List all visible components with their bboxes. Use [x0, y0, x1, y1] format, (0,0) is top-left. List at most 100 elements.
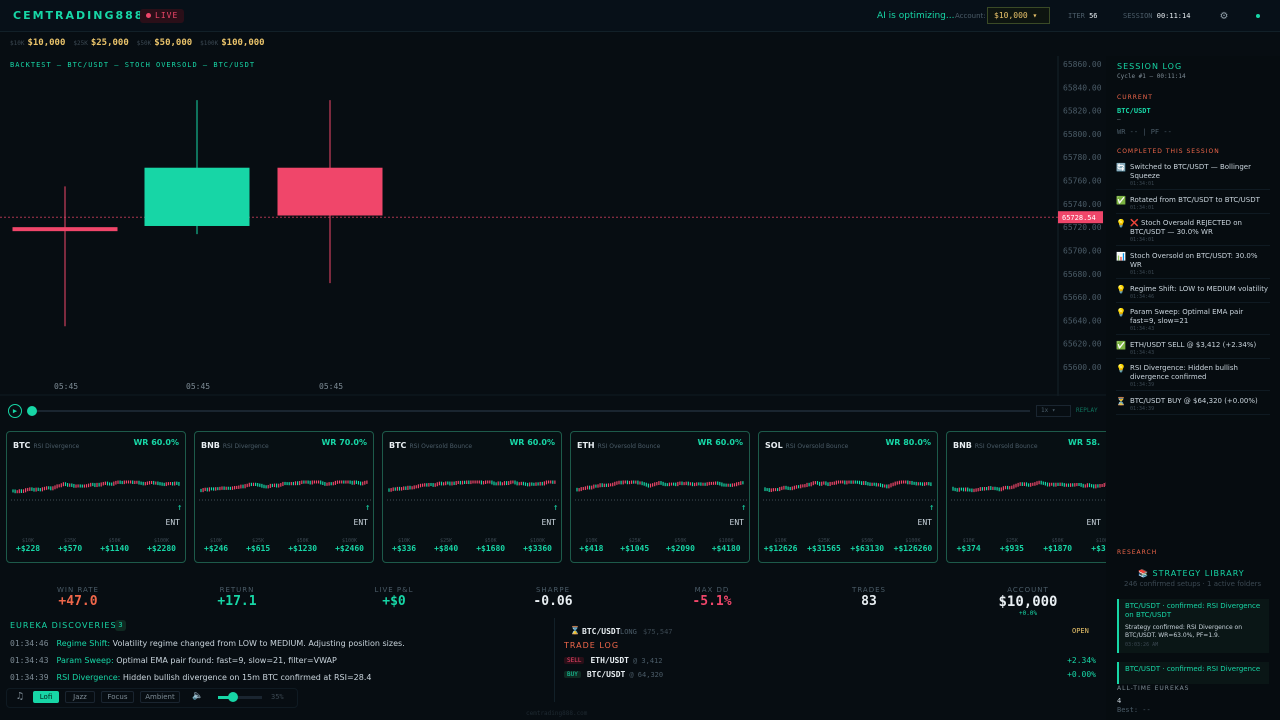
x-tick-label: 05:45	[186, 382, 210, 391]
card-return: $25K +$570	[58, 538, 82, 554]
candle-body[interactable]	[12, 227, 118, 232]
stat-max-dd: MAX DD -5.1%	[652, 586, 772, 609]
music-mode-ambient-button[interactable]: Ambient	[140, 691, 180, 703]
y-tick-label: 65720.00	[1063, 223, 1102, 232]
card-return-amount: +$1870	[1043, 544, 1073, 553]
footer-text: cemtrading888.com	[526, 710, 588, 717]
alltime-label: ALL-TIME EUREKAS	[1117, 685, 1190, 692]
card-return-amount: +$1680	[476, 544, 506, 553]
discovery-item: 01:34:46 Regime Shift: Volatility regime …	[10, 639, 405, 648]
volume-percent: 35%	[271, 693, 284, 701]
entry-arrow-icon: ↑	[553, 503, 558, 513]
session-log-item: ✅ ETH/USDT SELL @ $3,412 (+2.34%) 01:34:43	[1116, 341, 1270, 359]
stat-sharpe: SHARPE -0.06	[493, 586, 613, 609]
trade-row: BUY BTC/USDT @ 64,320 +0.00%	[564, 670, 1096, 682]
log-text: ETH/USDT SELL @ $3,412 (+2.34%)	[1130, 341, 1257, 349]
price-chart[interactable]: 65860.00 65840.00 65820.00 65800.00 65780.00…	[0, 56, 1106, 396]
card-symbol-text: SOL	[765, 441, 783, 450]
capital-presets: $10K $10,000 $25K $25,000 $50K $50,000 $100K $1…	[10, 38, 273, 48]
card-return-capital: $50K	[1051, 538, 1064, 544]
mute-icon[interactable]: 🔈	[192, 691, 204, 701]
preset-short: $25K	[73, 40, 88, 47]
iter-label: ITER	[1068, 12, 1085, 20]
account-stat-change: +0.0%	[1018, 610, 1038, 617]
log-text: Switched to BTC/USDT — Bollinger Squeeze	[1130, 163, 1251, 180]
card-return-amount: +$4180	[711, 544, 741, 553]
preset-short: $50K	[136, 40, 152, 47]
log-text: BTC/USDT BUY @ $64,320 (+0.00%)	[1130, 397, 1258, 405]
preset-button[interactable]: $10K $10,000	[10, 38, 65, 48]
card-return-amount: +$935	[999, 544, 1024, 553]
card-entry-label: ENT	[353, 518, 368, 527]
library-item[interactable]: BTC/USDT · confirmed: RSI Divergence on …	[1117, 599, 1269, 653]
scrubber-handle[interactable]	[27, 406, 37, 416]
log-text: ❌ Stoch Oversold REJECTED on BTC/USDT — …	[1130, 219, 1242, 236]
settings-icon[interactable]: ⚙	[1220, 8, 1228, 22]
music-mode-focus-button[interactable]: Focus	[101, 691, 134, 703]
card-return-capital: $10K	[774, 538, 787, 544]
music-note-icon: ♫	[17, 691, 24, 702]
session-log-item: 🔄 Switched to BTC/USDT — Bollinger Squeez…	[1116, 163, 1270, 190]
card-symbol: BNB RSI Oversold Bounce	[953, 441, 1038, 450]
preset-value: $100,000	[221, 38, 265, 48]
card-return-amount: +$615	[246, 544, 271, 553]
card-return-capital: $25K	[1005, 538, 1018, 544]
log-timestamp: 01:34:39	[1130, 406, 1155, 412]
discovery-item: 01:34:39 RSI Divergence: Hidden bullish d…	[10, 673, 372, 682]
strategy-card[interactable]: BTC RSI Oversold Bounce WR 60.0% ↑ ENT $10K +$…	[382, 431, 562, 563]
volume-slider[interactable]	[218, 696, 262, 699]
candle-body[interactable]	[144, 167, 250, 226]
preset-value: $50,000	[154, 38, 193, 48]
card-symbol: ETH RSI Oversold Bounce	[577, 441, 660, 450]
card-return-amount: +$246	[204, 544, 229, 553]
library-subtitle: 246 confirmed setups · 1 active folders	[1124, 580, 1262, 588]
library-title-text: STRATEGY LIBRARY	[1152, 569, 1245, 578]
log-text: Regime Shift: LOW to MEDIUM volatility	[1130, 285, 1269, 293]
position-side: LONG	[620, 628, 637, 636]
card-strategy: RSI Oversold Bounce	[974, 443, 1038, 450]
replay-button[interactable]: REPLAY	[1076, 407, 1098, 414]
strategy-card[interactable]: SOL RSI Oversold Bounce WR 80.0% ↑ ENT $10K +$…	[758, 431, 938, 563]
y-tick-label: 65600.00	[1063, 363, 1102, 372]
library-item[interactable]: BTC/USDT · confirmed: RSI Divergence	[1117, 662, 1269, 684]
candle-body[interactable]	[277, 167, 383, 216]
card-return-capital: $50K	[108, 538, 121, 544]
account-stat: ACCOUNT $10,000 +0.0%	[968, 586, 1088, 617]
card-sparkline: ↑	[11, 480, 183, 513]
strategy-card[interactable]: BTC RSI Divergence WR 60.0% ↑ ENT $10K +$228 $2…	[6, 431, 186, 563]
music-mode-lofi-button[interactable]: Lofi	[33, 691, 59, 703]
strategy-library-title: 📚 STRATEGY LIBRARY	[1138, 569, 1245, 578]
card-return-capital: $25K	[817, 538, 830, 544]
card-entry-label: ENT	[541, 518, 556, 527]
strategy-card[interactable]: BNB RSI Divergence WR 70.0% ↑ ENT $10K +$246 $2…	[194, 431, 374, 563]
y-tick-label: 65780.00	[1063, 153, 1102, 162]
account-select[interactable]: $10,000 ▾	[987, 7, 1050, 24]
strategy-card[interactable]: ETH RSI Oversold Bounce WR 60.0% ↑ ENT $10K +$…	[570, 431, 750, 563]
card-return: $10K +$12626	[764, 538, 798, 554]
preset-button[interactable]: $100K $100,000	[200, 38, 264, 48]
preset-button[interactable]: $25K $25,000	[73, 38, 128, 48]
card-returns: $10K +$336 $25K +$840 $50K +$1680 $100K +$3360	[383, 538, 561, 554]
trade-row: SELL ETH/USDT @ 3,412 +2.34%	[564, 656, 1096, 668]
speed-select[interactable]: 1x ▾	[1036, 405, 1071, 417]
card-return-amount: +$63130	[850, 544, 885, 553]
preset-button[interactable]: $50K $50,000	[137, 38, 192, 48]
card-return-amount: +$126260	[893, 544, 933, 553]
position-symbol: BTC/USDT	[582, 627, 621, 636]
timeline-scrubber[interactable]	[28, 410, 1030, 412]
volume-knob[interactable]	[228, 692, 239, 702]
library-item-body: Strategy confirmed: RSI Divergence on BT…	[1125, 624, 1243, 639]
card-entry-label: ENT	[729, 518, 744, 527]
card-return-capital: $100K	[718, 538, 734, 544]
card-win-rate: WR 60.0%	[697, 438, 743, 447]
card-entry-label: ENT	[917, 518, 932, 527]
music-mode-jazz-button[interactable]: Jazz	[65, 691, 95, 703]
play-icon[interactable]: ▶	[8, 404, 22, 418]
card-return: $50K +$1230	[288, 538, 317, 554]
y-tick-label: 65860.00	[1063, 60, 1102, 69]
card-return: $25K +$840	[434, 538, 458, 554]
session-log-item: 📊 Stoch Oversold on BTC/USDT: 30.0% WR 01:…	[1116, 252, 1270, 279]
log-timestamp: 01:34:01	[1130, 205, 1155, 211]
card-sparkline: ↑	[763, 480, 935, 513]
